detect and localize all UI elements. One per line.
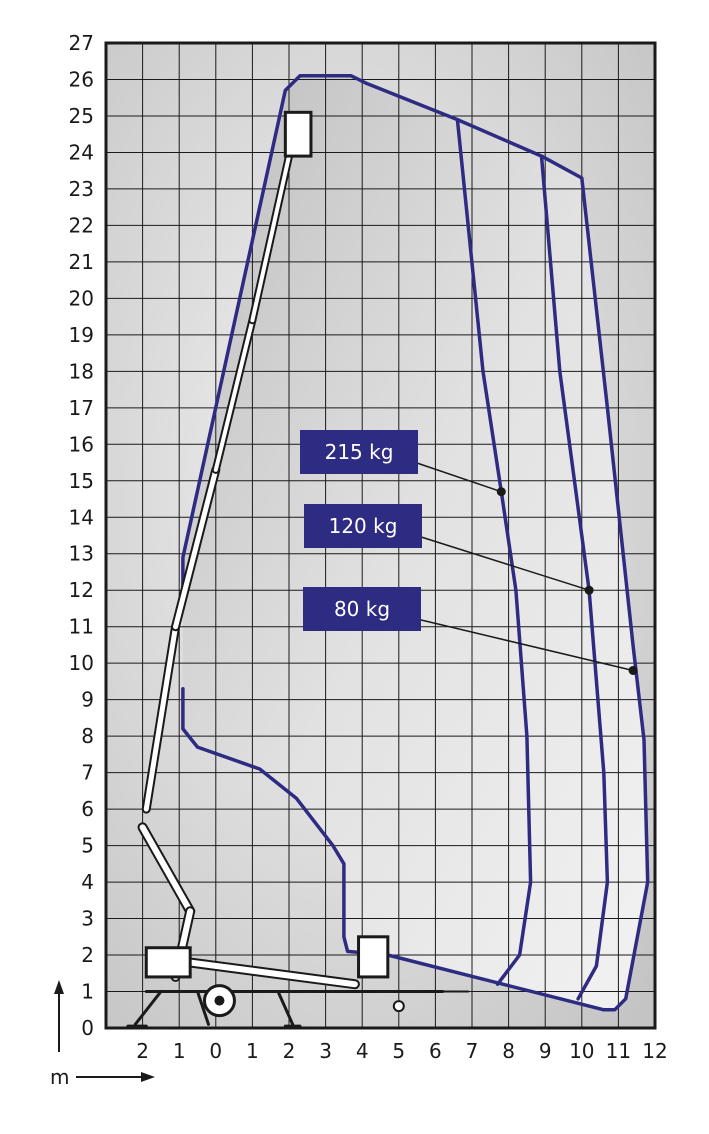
axis-indicator: m	[50, 980, 155, 1089]
x-tick-label: 0	[209, 1039, 222, 1063]
y-tick-label: 1	[81, 980, 94, 1004]
x-tick-label: 8	[502, 1039, 515, 1063]
upper-boom-section-4	[248, 152, 293, 325]
jockey-wheel	[392, 1000, 405, 1013]
x-tick-label: 1	[173, 1039, 186, 1063]
y-tick-label: 2	[81, 943, 94, 967]
label-marker	[584, 585, 594, 595]
right-arrow-icon	[141, 1072, 155, 1082]
y-tick-label: 17	[69, 396, 94, 420]
up-arrow-icon	[54, 980, 64, 994]
leader-line	[417, 535, 590, 591]
x-tick-label: 10	[569, 1039, 594, 1063]
outrigger-mid	[196, 990, 210, 1026]
x-tick-label: 1	[246, 1039, 259, 1063]
y-tick-label: 0	[81, 1016, 94, 1040]
y-tick-label: 15	[69, 469, 94, 493]
y-tick-label: 4	[81, 870, 94, 894]
stowed-basket	[357, 935, 390, 979]
y-tick-label: 8	[81, 724, 94, 748]
x-tick-label: 9	[539, 1039, 552, 1063]
chassis-body	[144, 946, 192, 979]
x-tick-label: 2	[136, 1039, 149, 1063]
working-envelope	[181, 74, 650, 1012]
capacity-labels: 215 kg 120 kg 80 kg	[300, 430, 638, 675]
y-tick-label: 22	[69, 213, 94, 237]
wheel-hub	[214, 995, 225, 1006]
x-tick-label: 11	[606, 1039, 631, 1063]
y-tick-label: 24	[69, 140, 94, 164]
label-text: 80 kg	[334, 597, 390, 621]
label-box	[303, 587, 421, 631]
y-tick-label: 7	[81, 761, 94, 785]
y-tick-label: 11	[69, 615, 94, 639]
y-tick-label: 18	[69, 359, 94, 383]
y-tick-label: 25	[69, 104, 94, 128]
upper-boom-section-1	[141, 622, 181, 814]
label-marker	[628, 665, 638, 675]
series-line-120-kg	[539, 154, 610, 1001]
y-tick-label: 5	[81, 834, 94, 858]
plot-frame	[104, 41, 657, 1030]
outrigger-front	[276, 990, 295, 1026]
y-tick-label: 10	[69, 651, 94, 675]
y-tick-label: 3	[81, 907, 94, 931]
label-box	[300, 430, 418, 474]
x-tick-label: 2	[283, 1039, 296, 1063]
y-tick-label: 14	[69, 505, 94, 529]
y-tick-label: 12	[69, 578, 94, 602]
y-tick-label: 26	[69, 67, 94, 91]
leader-line	[413, 461, 502, 493]
capacity-label-215-kg: 215 kg	[300, 430, 506, 497]
lower-arm-upper	[137, 822, 196, 917]
transport-arm	[155, 953, 360, 990]
x-axis-ticks: 2 1 0 1 2 3 4 5 6 7 8 9 10 11 12	[136, 1039, 667, 1063]
y-tick-label: 23	[69, 177, 94, 201]
leader-line	[416, 618, 634, 672]
y-axis-ticks: 0123456789101112131415161718192021222324…	[69, 31, 94, 1040]
upper-basket	[283, 110, 313, 158]
label-text: 215 kg	[325, 440, 394, 464]
capacity-label-120-kg: 120 kg	[304, 504, 594, 595]
series-lines	[455, 117, 610, 1001]
outrigger-rear	[133, 990, 163, 1026]
label-box	[304, 504, 422, 548]
upper-boom-section-2	[171, 465, 221, 632]
y-tick-label: 20	[69, 286, 94, 310]
x-tick-label: 7	[466, 1039, 479, 1063]
x-axis-unit-label: m	[50, 1065, 69, 1089]
upper-boom-section-3	[211, 316, 257, 474]
capacity-label-80-kg: 80 kg	[303, 587, 638, 675]
x-tick-label: 3	[319, 1039, 332, 1063]
y-tick-label: 21	[69, 250, 94, 274]
series-line-215-kg	[455, 117, 533, 986]
x-tick-label: 4	[356, 1039, 369, 1063]
x-tick-label: 5	[392, 1039, 405, 1063]
y-tick-label: 16	[69, 432, 94, 456]
y-tick-label: 19	[69, 323, 94, 347]
label-text: 120 kg	[329, 514, 398, 538]
envelope-outline	[181, 74, 650, 1012]
y-tick-label: 6	[81, 797, 94, 821]
aerial-platform-drawing	[126, 110, 470, 1028]
y-tick-label: 9	[81, 688, 94, 712]
x-tick-label: 6	[429, 1039, 442, 1063]
y-tick-label: 27	[69, 31, 94, 55]
label-marker	[496, 487, 506, 497]
y-tick-label: 13	[69, 542, 94, 566]
x-tick-label: 12	[642, 1039, 667, 1063]
